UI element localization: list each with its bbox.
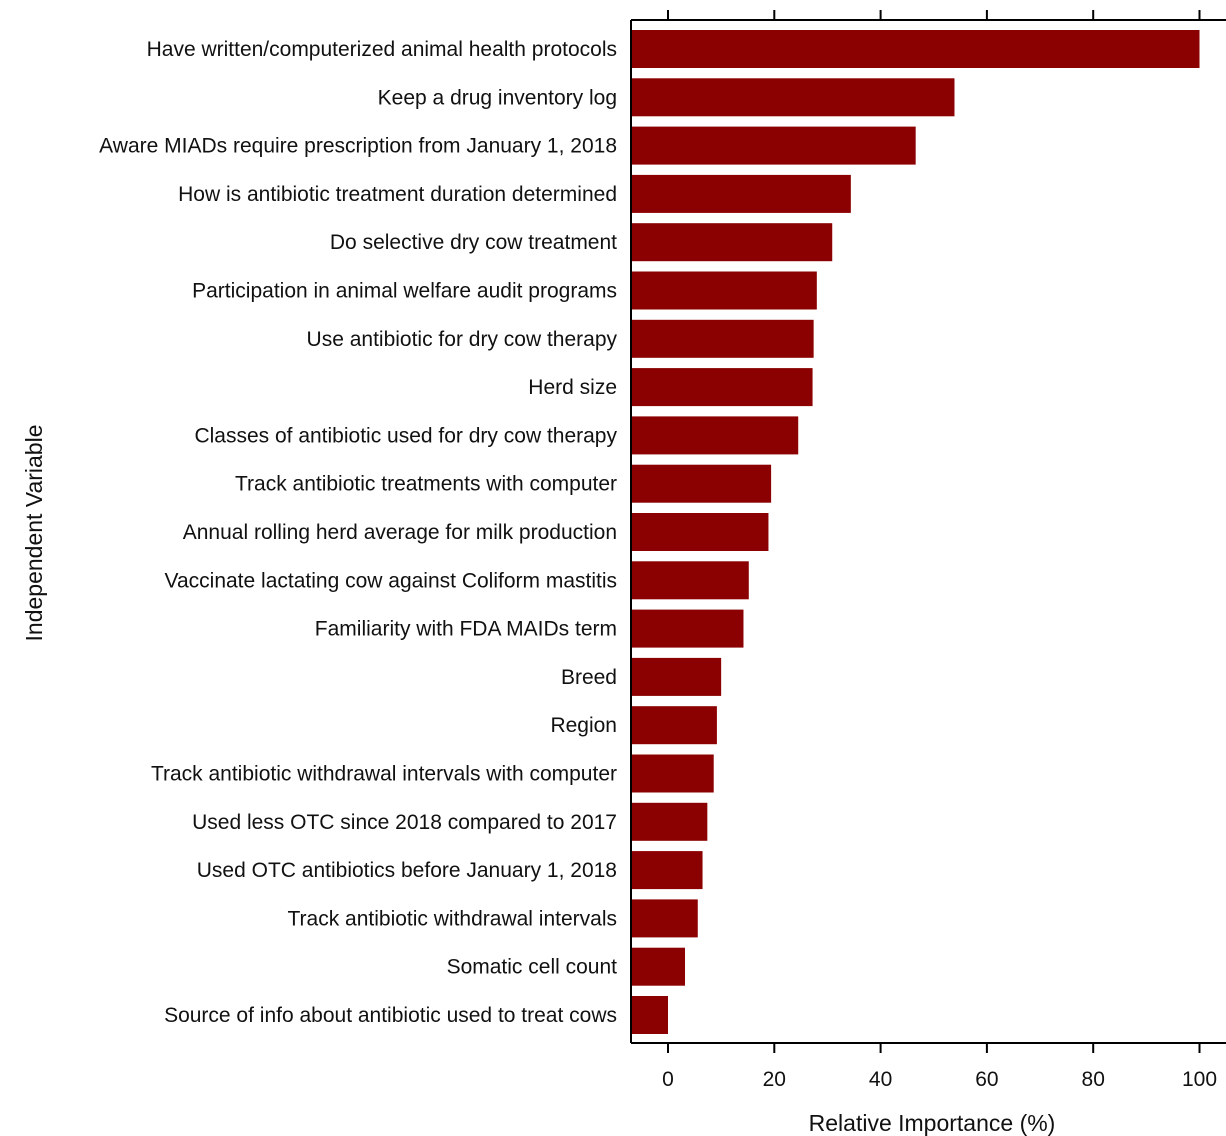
x-tick-label: 20 xyxy=(763,1068,786,1091)
bar xyxy=(632,996,668,1034)
x-tick-label: 80 xyxy=(1082,1068,1105,1091)
bar xyxy=(632,657,722,696)
x-tick-label: 60 xyxy=(975,1068,998,1091)
category-label: Do selective dry cow treatment xyxy=(330,231,617,254)
bar xyxy=(632,609,744,648)
category-label: Somatic cell count xyxy=(447,956,618,979)
bar xyxy=(632,706,717,745)
category-label: Region xyxy=(550,714,617,737)
bar xyxy=(632,78,955,117)
axes: 0 20 40 60 80 100 xyxy=(630,10,1226,1091)
bar xyxy=(632,899,698,938)
bar xyxy=(632,947,686,986)
category-label: Use antibiotic for dry cow therapy xyxy=(307,328,618,351)
bar xyxy=(632,126,916,165)
x-tick-label: 0 xyxy=(662,1068,674,1091)
category-label: Used OTC antibiotics before January 1, 2… xyxy=(197,859,617,882)
bar xyxy=(632,513,769,551)
category-label: Aware MIADs require prescription from Ja… xyxy=(99,135,617,158)
bar xyxy=(632,464,772,503)
bar xyxy=(632,802,708,841)
bar xyxy=(632,223,833,262)
bar xyxy=(632,319,814,358)
category-label: Used less OTC since 2018 compared to 201… xyxy=(192,811,617,834)
category-label: Herd size xyxy=(528,376,617,399)
bar xyxy=(632,851,703,890)
y-axis-title: Independent Variable xyxy=(21,425,47,642)
category-label: How is antibiotic treatment duration det… xyxy=(178,183,617,206)
category-label: Keep a drug inventory log xyxy=(378,86,617,109)
x-tick-label: 100 xyxy=(1182,1068,1217,1091)
category-label: Familiarity with FDA MAIDs term xyxy=(315,618,617,641)
category-label: Track antibiotic withdrawal intervals wi… xyxy=(151,763,617,786)
x-axis-title: Relative Importance (%) xyxy=(809,1110,1056,1136)
bar xyxy=(632,416,799,455)
category-label: Track antibiotic treatments with compute… xyxy=(235,473,617,496)
category-label: Classes of antibiotic used for dry cow t… xyxy=(194,424,617,447)
category-label: Have written/computerized animal health … xyxy=(147,38,617,61)
bar xyxy=(632,174,851,213)
x-tick-label: 40 xyxy=(869,1068,892,1091)
category-label: Participation in animal welfare audit pr… xyxy=(192,280,617,303)
bar xyxy=(632,368,813,407)
category-labels: Have written/computerized animal health … xyxy=(99,38,617,1027)
bars-layer xyxy=(632,30,1200,1034)
bar xyxy=(632,30,1200,68)
bar xyxy=(632,271,817,310)
category-label: Vaccinate lactating cow against Coliform… xyxy=(165,569,617,592)
bar xyxy=(632,754,714,793)
bar xyxy=(632,561,749,600)
category-label: Track antibiotic withdrawal intervals xyxy=(287,907,617,930)
category-label: Source of info about antibiotic used to … xyxy=(164,1004,617,1027)
category-label: Breed xyxy=(561,666,617,689)
category-label: Annual rolling herd average for milk pro… xyxy=(183,521,617,544)
